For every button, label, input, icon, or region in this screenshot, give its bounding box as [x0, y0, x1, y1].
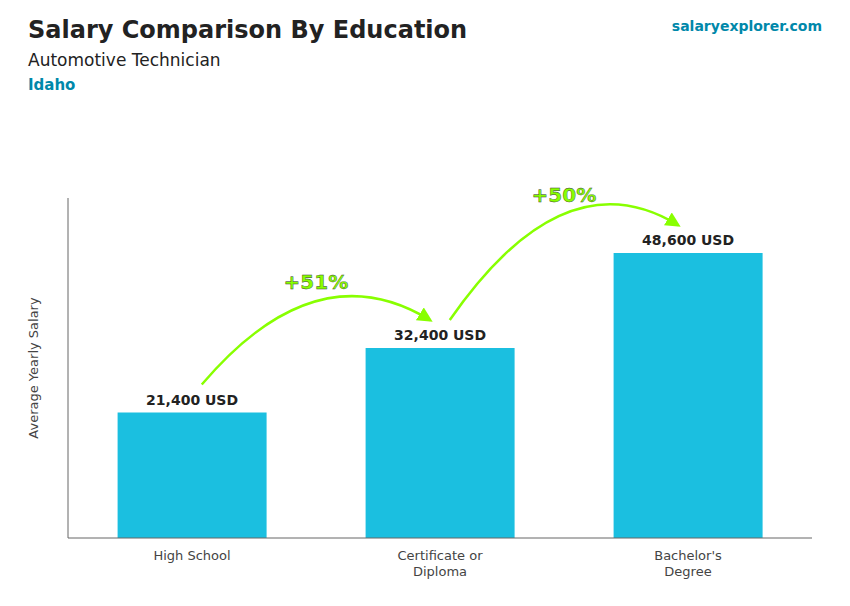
svg-text:21,400 USD: 21,400 USD — [146, 392, 238, 408]
svg-text:48,600 USD: 48,600 USD — [642, 232, 734, 248]
svg-text:High School: High School — [153, 548, 230, 563]
svg-text:Average Yearly Salary: Average Yearly Salary — [26, 297, 41, 439]
svg-text:+51%: +51% — [284, 270, 349, 294]
html-text:Automotive Technician: Automotive Technician — [28, 50, 221, 70]
svg-text:Bachelor'sDegree: Bachelor'sDegree — [654, 548, 722, 579]
svg-text:Certificate orDiploma: Certificate orDiploma — [398, 548, 484, 579]
html-text:Idaho: Idaho — [28, 76, 76, 94]
svg-text:+50%: +50% — [532, 183, 597, 207]
svg-text:32,400 USD: 32,400 USD — [394, 327, 486, 343]
html-text:salaryexplorer.com: salaryexplorer.com — [671, 18, 822, 34]
html-text:Salary Comparison By Education: Salary Comparison By Education — [28, 16, 468, 44]
